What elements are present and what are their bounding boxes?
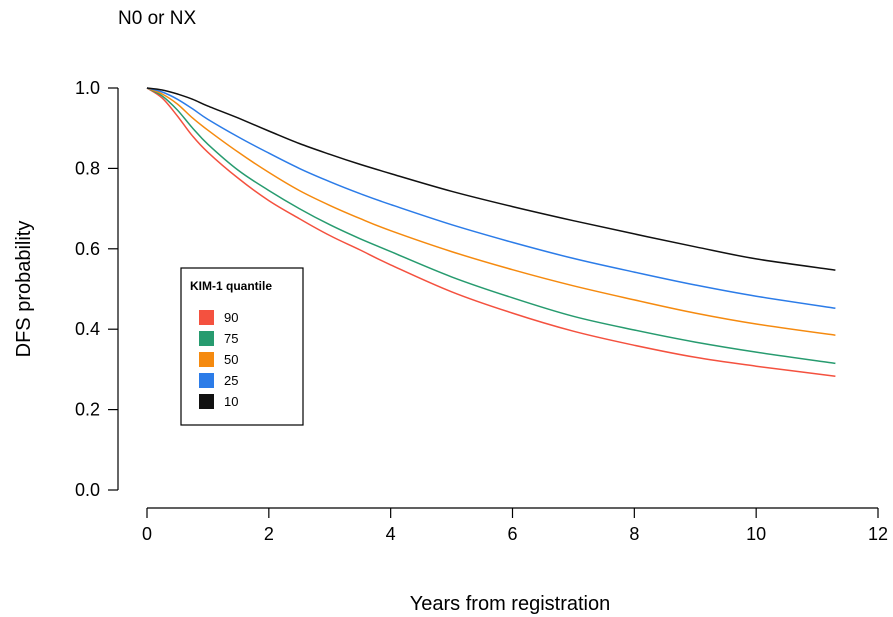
- y-tick-label: 0.8: [75, 158, 100, 178]
- series-line-25: [146, 87, 836, 310]
- y-axis-label: DFS probability: [13, 221, 35, 358]
- y-tick-label: 0.4: [75, 319, 100, 339]
- x-tick-label: 8: [629, 524, 639, 544]
- y-tick-label: 0.6: [75, 239, 100, 259]
- legend-label-75: 75: [224, 331, 238, 346]
- legend-swatch-50: [199, 352, 214, 367]
- legend-swatch-10: [199, 394, 214, 409]
- x-tick-label: 12: [868, 524, 888, 544]
- legend-swatch-25: [199, 373, 214, 388]
- legend: KIM-1 quantile 90 75 50 25 10: [180, 267, 304, 426]
- chart-title: N0 or NX: [118, 8, 196, 29]
- x-tick-label: 10: [746, 524, 766, 544]
- legend-label-25: 25: [224, 373, 238, 388]
- x-axis: 0 2 4 6 8 10 12: [142, 507, 888, 544]
- legend-swatch-75: [199, 331, 214, 346]
- legend-label-50: 50: [224, 352, 238, 367]
- x-tick-label: 4: [386, 524, 396, 544]
- x-tick-label: 2: [264, 524, 274, 544]
- legend-label-90: 90: [224, 310, 238, 325]
- series-line-50: [146, 87, 836, 336]
- y-axis: 0.0 0.2 0.4 0.6 0.8 1.0: [75, 78, 119, 500]
- x-axis-label: Years from registration: [410, 593, 610, 615]
- y-tick-label: 1.0: [75, 78, 100, 98]
- series-line-90: [146, 87, 836, 377]
- series-line-10: [146, 87, 836, 271]
- y-tick-label: 0.0: [75, 480, 100, 500]
- legend-swatch-90: [199, 310, 214, 325]
- y-tick-label: 0.2: [75, 400, 100, 420]
- series-line-75: [146, 87, 836, 365]
- x-tick-label: 6: [507, 524, 517, 544]
- x-tick-label: 0: [142, 524, 152, 544]
- legend-title: KIM-1 quantile: [190, 279, 272, 293]
- legend-label-10: 10: [224, 394, 238, 409]
- series-lines: [146, 87, 836, 377]
